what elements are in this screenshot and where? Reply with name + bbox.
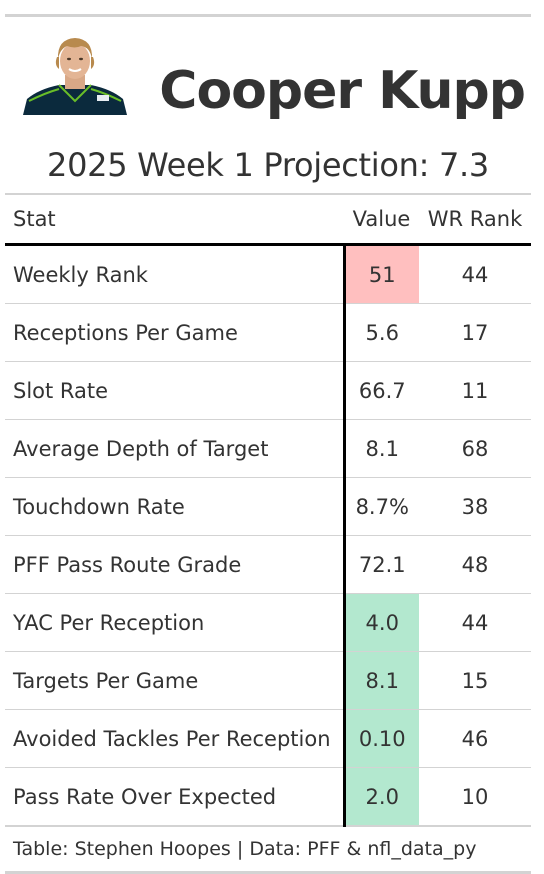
value-cell: 51: [342, 244, 419, 304]
rank-cell: 44: [461, 610, 489, 635]
stat-cell: Touchdown Rate: [13, 494, 185, 519]
table-row: YAC Per Reception 4.0 44: [5, 593, 531, 652]
player-headshot-icon: [23, 38, 127, 115]
value-cell: 8.7%: [342, 477, 419, 536]
rank-cell: 17: [461, 320, 489, 345]
table-body: Weekly Rank 51 44 Receptions Per Game 5.6 17 S…: [5, 244, 531, 826]
stat-cell: Targets Per Game: [13, 668, 199, 693]
projection-subtitle: 2025 Week 1 Projection: 7.3: [47, 146, 489, 184]
table-row: Slot Rate 66.7 11: [5, 361, 531, 420]
value-cell: 8.1: [342, 419, 419, 478]
player-name: Cooper Kupp: [159, 61, 526, 121]
value-cell: 66.7: [342, 361, 419, 420]
subtitle-rule: [5, 193, 531, 195]
table-row: Avoided Tackles Per Reception 0.10 46: [5, 709, 531, 768]
table-row: Receptions Per Game 5.6 17: [5, 303, 531, 362]
table-row: Targets Per Game 8.1 15: [5, 651, 531, 710]
rank-cell: 44: [461, 262, 489, 287]
table-row: PFF Pass Route Grade 72.1 48: [5, 535, 531, 594]
value-cell: 2.0: [342, 767, 419, 826]
value-cell: 72.1: [342, 535, 419, 594]
stat-cell: Pass Rate Over Expected: [13, 784, 277, 809]
stat-cell: Average Depth of Target: [13, 436, 269, 461]
rank-cell: 46: [461, 726, 489, 751]
column-header-value: Value: [352, 207, 411, 231]
value-cell: 4.0: [342, 593, 419, 652]
rank-cell: 48: [461, 552, 489, 577]
rank-cell: 15: [461, 668, 489, 693]
stat-cell: Avoided Tackles Per Reception: [13, 726, 331, 751]
table-row: Weekly Rank 51 44: [5, 244, 531, 304]
value-cell: 0.10: [342, 709, 419, 768]
stat-cell: Receptions Per Game: [13, 320, 238, 345]
column-header-stat: Stat: [13, 207, 56, 231]
rank-cell: 11: [461, 378, 489, 403]
rank-cell: 38: [461, 494, 489, 519]
top-rule: [5, 14, 531, 17]
table-row: Touchdown Rate 8.7% 38: [5, 477, 531, 536]
rank-cell: 68: [461, 436, 489, 461]
value-cell: 5.6: [342, 303, 419, 362]
stat-cell: Weekly Rank: [13, 262, 148, 287]
stats-table: Stat Value WR Rank Weekly Rank 51 44 Recept…: [5, 195, 531, 827]
stat-card: Cooper Kupp 2025 Week 1 Projection: 7.3 …: [5, 14, 531, 874]
stat-cell: Slot Rate: [13, 378, 109, 403]
table-row: Average Depth of Target 8.1 68: [5, 419, 531, 478]
value-cell: 8.1: [342, 651, 419, 710]
rank-cell: 10: [461, 784, 489, 809]
stat-cell: YAC Per Reception: [13, 610, 205, 635]
column-header-rank: WR Rank: [427, 207, 523, 231]
header: Cooper Kupp: [5, 17, 531, 137]
source-caption: Table: Stephen Hoopes | Data: PFF & nfl_…: [13, 838, 477, 860]
table-row: Pass Rate Over Expected 2.0 10: [5, 767, 531, 826]
stat-cell: PFF Pass Route Grade: [13, 552, 242, 577]
table-header-row: Stat Value WR Rank: [5, 195, 531, 245]
